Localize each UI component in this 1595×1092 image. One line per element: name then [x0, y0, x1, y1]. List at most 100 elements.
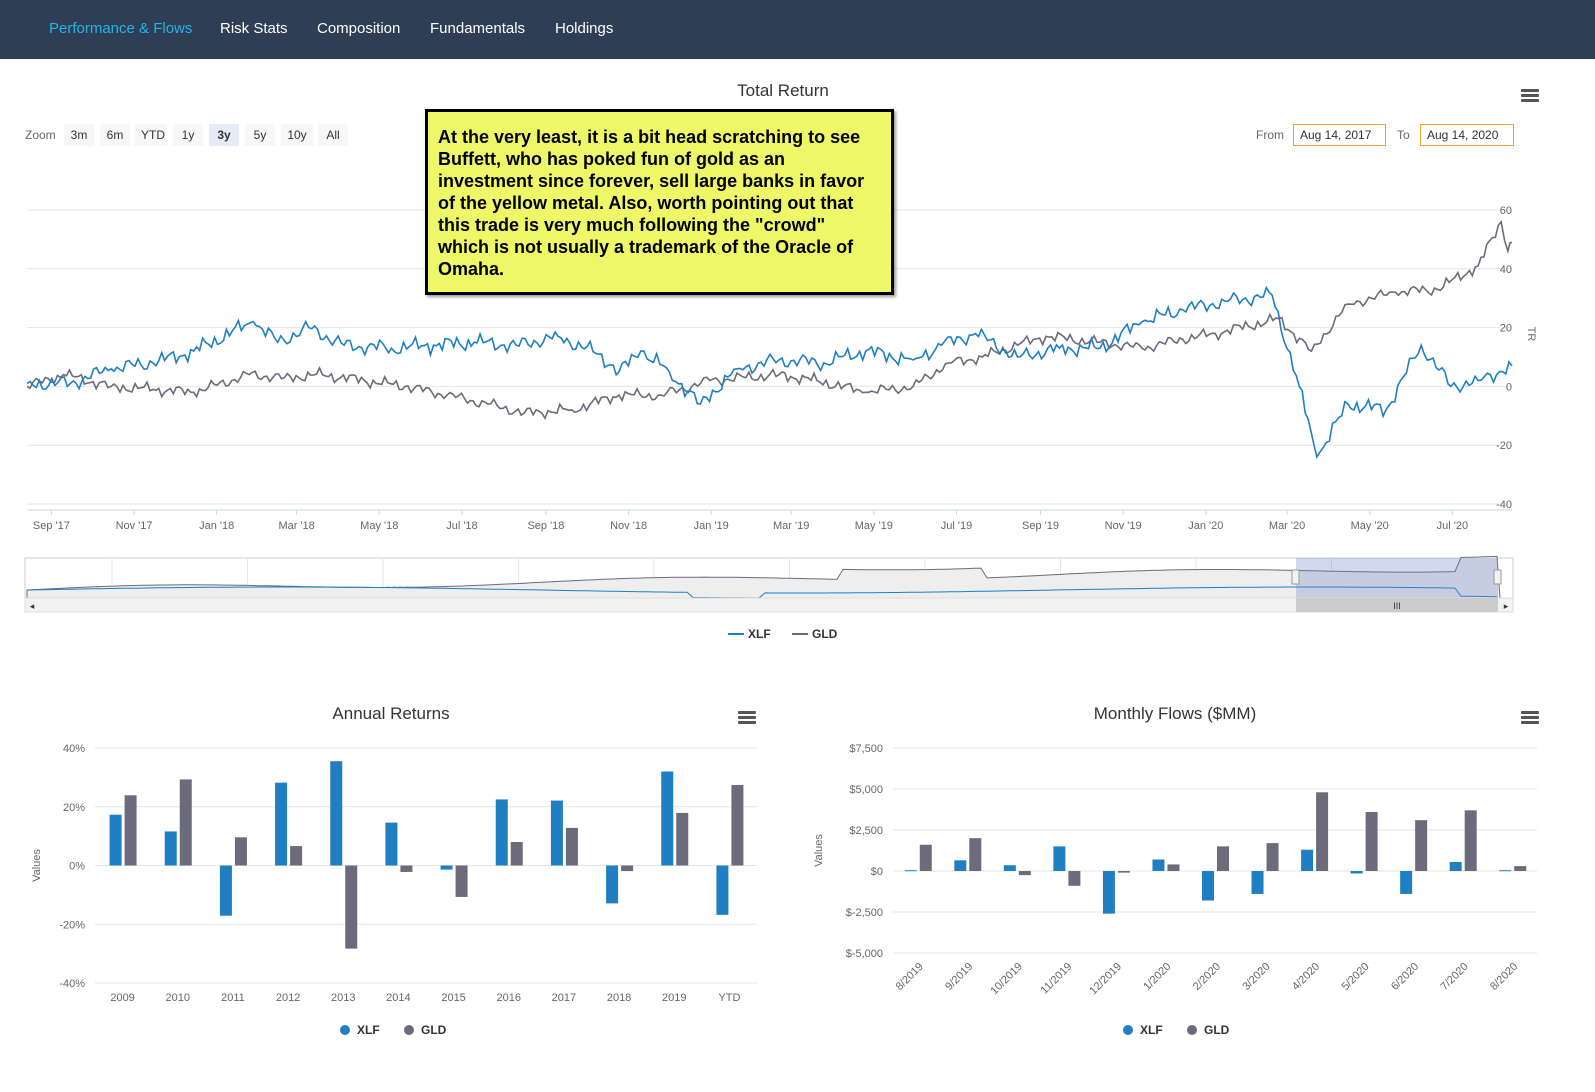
- gld-bar: [1217, 846, 1229, 871]
- xlf-bar: [109, 814, 122, 866]
- xlf-bar: [164, 831, 177, 866]
- navigator-handle-right: [1493, 569, 1502, 585]
- y-tick-label: 0: [1506, 381, 1512, 393]
- x-tick-label: Sep '19: [1022, 520, 1059, 532]
- callout-annotation: At the very least, it is a bit head scra…: [425, 109, 894, 295]
- legend-xlf-label: XLF: [748, 627, 771, 641]
- xlf-bar: [385, 822, 398, 866]
- gld-bar: [1365, 811, 1378, 871]
- range-to-input[interactable]: Aug 14, 2020: [1420, 124, 1514, 146]
- gld-bar: [1514, 866, 1527, 871]
- xlf-bar: [550, 800, 563, 866]
- top-navigation: Performance & Flows Risk Stats Compositi…: [0, 0, 1595, 59]
- xlf-bar: [219, 865, 232, 916]
- gld-bar: [1018, 871, 1031, 876]
- range-to-label: To: [1397, 128, 1410, 142]
- tab-holdings[interactable]: Holdings: [555, 20, 614, 37]
- gld-bar: [179, 779, 192, 866]
- x-tick-label: 2019: [662, 992, 686, 1004]
- y-tick-label: 40%: [63, 743, 85, 755]
- navigator-handle-left: [1291, 569, 1300, 585]
- x-tick-label: Mar '20: [1269, 520, 1305, 532]
- zoom-all-button[interactable]: All: [318, 124, 348, 146]
- scrollbar-track: [24, 597, 1514, 613]
- annual-returns-menu-icon[interactable]: [738, 711, 756, 725]
- tab-performance-flows[interactable]: Performance & Flows: [49, 20, 193, 37]
- x-tick-label: May '19: [855, 520, 893, 532]
- xlf-bar: [1301, 849, 1314, 871]
- y-axis-title: TR: [1525, 327, 1537, 342]
- x-tick-label: 2016: [497, 992, 521, 1004]
- range-from-input[interactable]: Aug 14, 2017: [1293, 124, 1386, 146]
- legend-xlf-symbol: [340, 1025, 350, 1035]
- xlf-bar: [1053, 846, 1066, 871]
- zoom-ytd-button[interactable]: YTD: [135, 124, 167, 146]
- x-tick-label: 10/2019: [988, 961, 1025, 998]
- gld-bar: [1464, 810, 1477, 871]
- xlf-bar: [1202, 871, 1214, 901]
- scrollbar-thumb: [1296, 598, 1498, 612]
- x-tick-label: Sep '18: [527, 520, 564, 532]
- y-tick-label: -40%: [59, 978, 85, 990]
- total-return-menu-icon[interactable]: [1521, 89, 1539, 103]
- monthly-flows-menu-icon[interactable]: [1521, 711, 1539, 725]
- y-tick-label: 0%: [69, 861, 85, 873]
- gld-bar: [124, 795, 137, 866]
- x-tick-label: 12/2019: [1087, 961, 1124, 998]
- legend-gld-label: GLD: [421, 1023, 447, 1037]
- xlf-bar: [1449, 861, 1462, 871]
- x-tick-label: 2/2020: [1191, 961, 1223, 993]
- xlf-bar: [330, 761, 343, 866]
- gld-bar: [731, 785, 744, 866]
- x-tick-label: Nov '17: [116, 520, 153, 532]
- xlf-bar: [1400, 871, 1413, 894]
- xlf-bar: [1251, 871, 1264, 894]
- xlf-bar: [1102, 871, 1115, 914]
- gld-bar: [1266, 843, 1279, 871]
- x-tick-label: Jul '20: [1437, 520, 1468, 532]
- y-tick-label: $7,500: [849, 743, 883, 755]
- x-tick-label: 2012: [276, 992, 300, 1004]
- x-tick-label: May '18: [360, 520, 398, 532]
- x-tick-label: 7/2020: [1439, 961, 1471, 993]
- total-return-chart: 60 40 20 0 -20 -40 TR Sep '17 Nov '17 Jan '18 Mar …: [24, 205, 1537, 641]
- xlf-bar: [1499, 870, 1512, 872]
- y-tick-label: 20: [1500, 323, 1512, 335]
- gld-bar: [969, 838, 982, 871]
- legend-xlf-label: XLF: [1140, 1023, 1163, 1037]
- xlf-bar: [440, 865, 453, 870]
- x-tick-label: 5/2020: [1339, 961, 1371, 993]
- gld-bar: [400, 865, 413, 872]
- y-tick-label: -20%: [59, 919, 85, 931]
- xlf-bar: [1350, 871, 1363, 874]
- gld-bar: [510, 842, 523, 866]
- x-tick-label: 3/2020: [1240, 961, 1272, 993]
- legend-xlf-symbol: [1123, 1025, 1133, 1035]
- y-tick-label: $0: [871, 866, 883, 878]
- tab-risk-stats[interactable]: Risk Stats: [220, 20, 288, 37]
- y-tick-label: -40: [1496, 499, 1512, 511]
- x-tick-label: Jan '20: [1188, 520, 1223, 532]
- zoom-1y-button[interactable]: 1y: [173, 124, 203, 146]
- zoom-3y-button[interactable]: 3y: [209, 124, 239, 146]
- annual-returns-chart: 40% 20% 0% -20% -40% Values 2009 2010 2011 2012 20…: [31, 743, 757, 1037]
- scroll-right-arrow-icon: ▸: [1504, 601, 1509, 611]
- x-tick-label: 2014: [386, 992, 410, 1004]
- y-tick-label: 40: [1500, 264, 1512, 276]
- zoom-5y-button[interactable]: 5y: [245, 124, 275, 146]
- x-tick-label: Jul '19: [941, 520, 972, 532]
- zoom-6m-button[interactable]: 6m: [100, 124, 130, 146]
- gld-bar: [621, 865, 634, 872]
- x-tick-label: 8/2019: [894, 961, 926, 993]
- zoom-3m-button[interactable]: 3m: [64, 124, 94, 146]
- monthly-flows-chart: $7,500 $5,000 $2,500 $0 $-2,500 $-5,000 Values…: [813, 743, 1537, 1037]
- zoom-10y-button[interactable]: 10y: [281, 124, 313, 146]
- total-return-title: Total Return: [737, 81, 829, 100]
- tab-composition[interactable]: Composition: [317, 20, 401, 37]
- gld-bar: [234, 837, 247, 866]
- gld-bar: [1167, 864, 1180, 871]
- y-tick-label: $-2,500: [846, 907, 883, 919]
- tab-fundamentals[interactable]: Fundamentals: [430, 20, 526, 37]
- gld-bar: [1316, 792, 1329, 871]
- xlf-bar: [954, 860, 967, 871]
